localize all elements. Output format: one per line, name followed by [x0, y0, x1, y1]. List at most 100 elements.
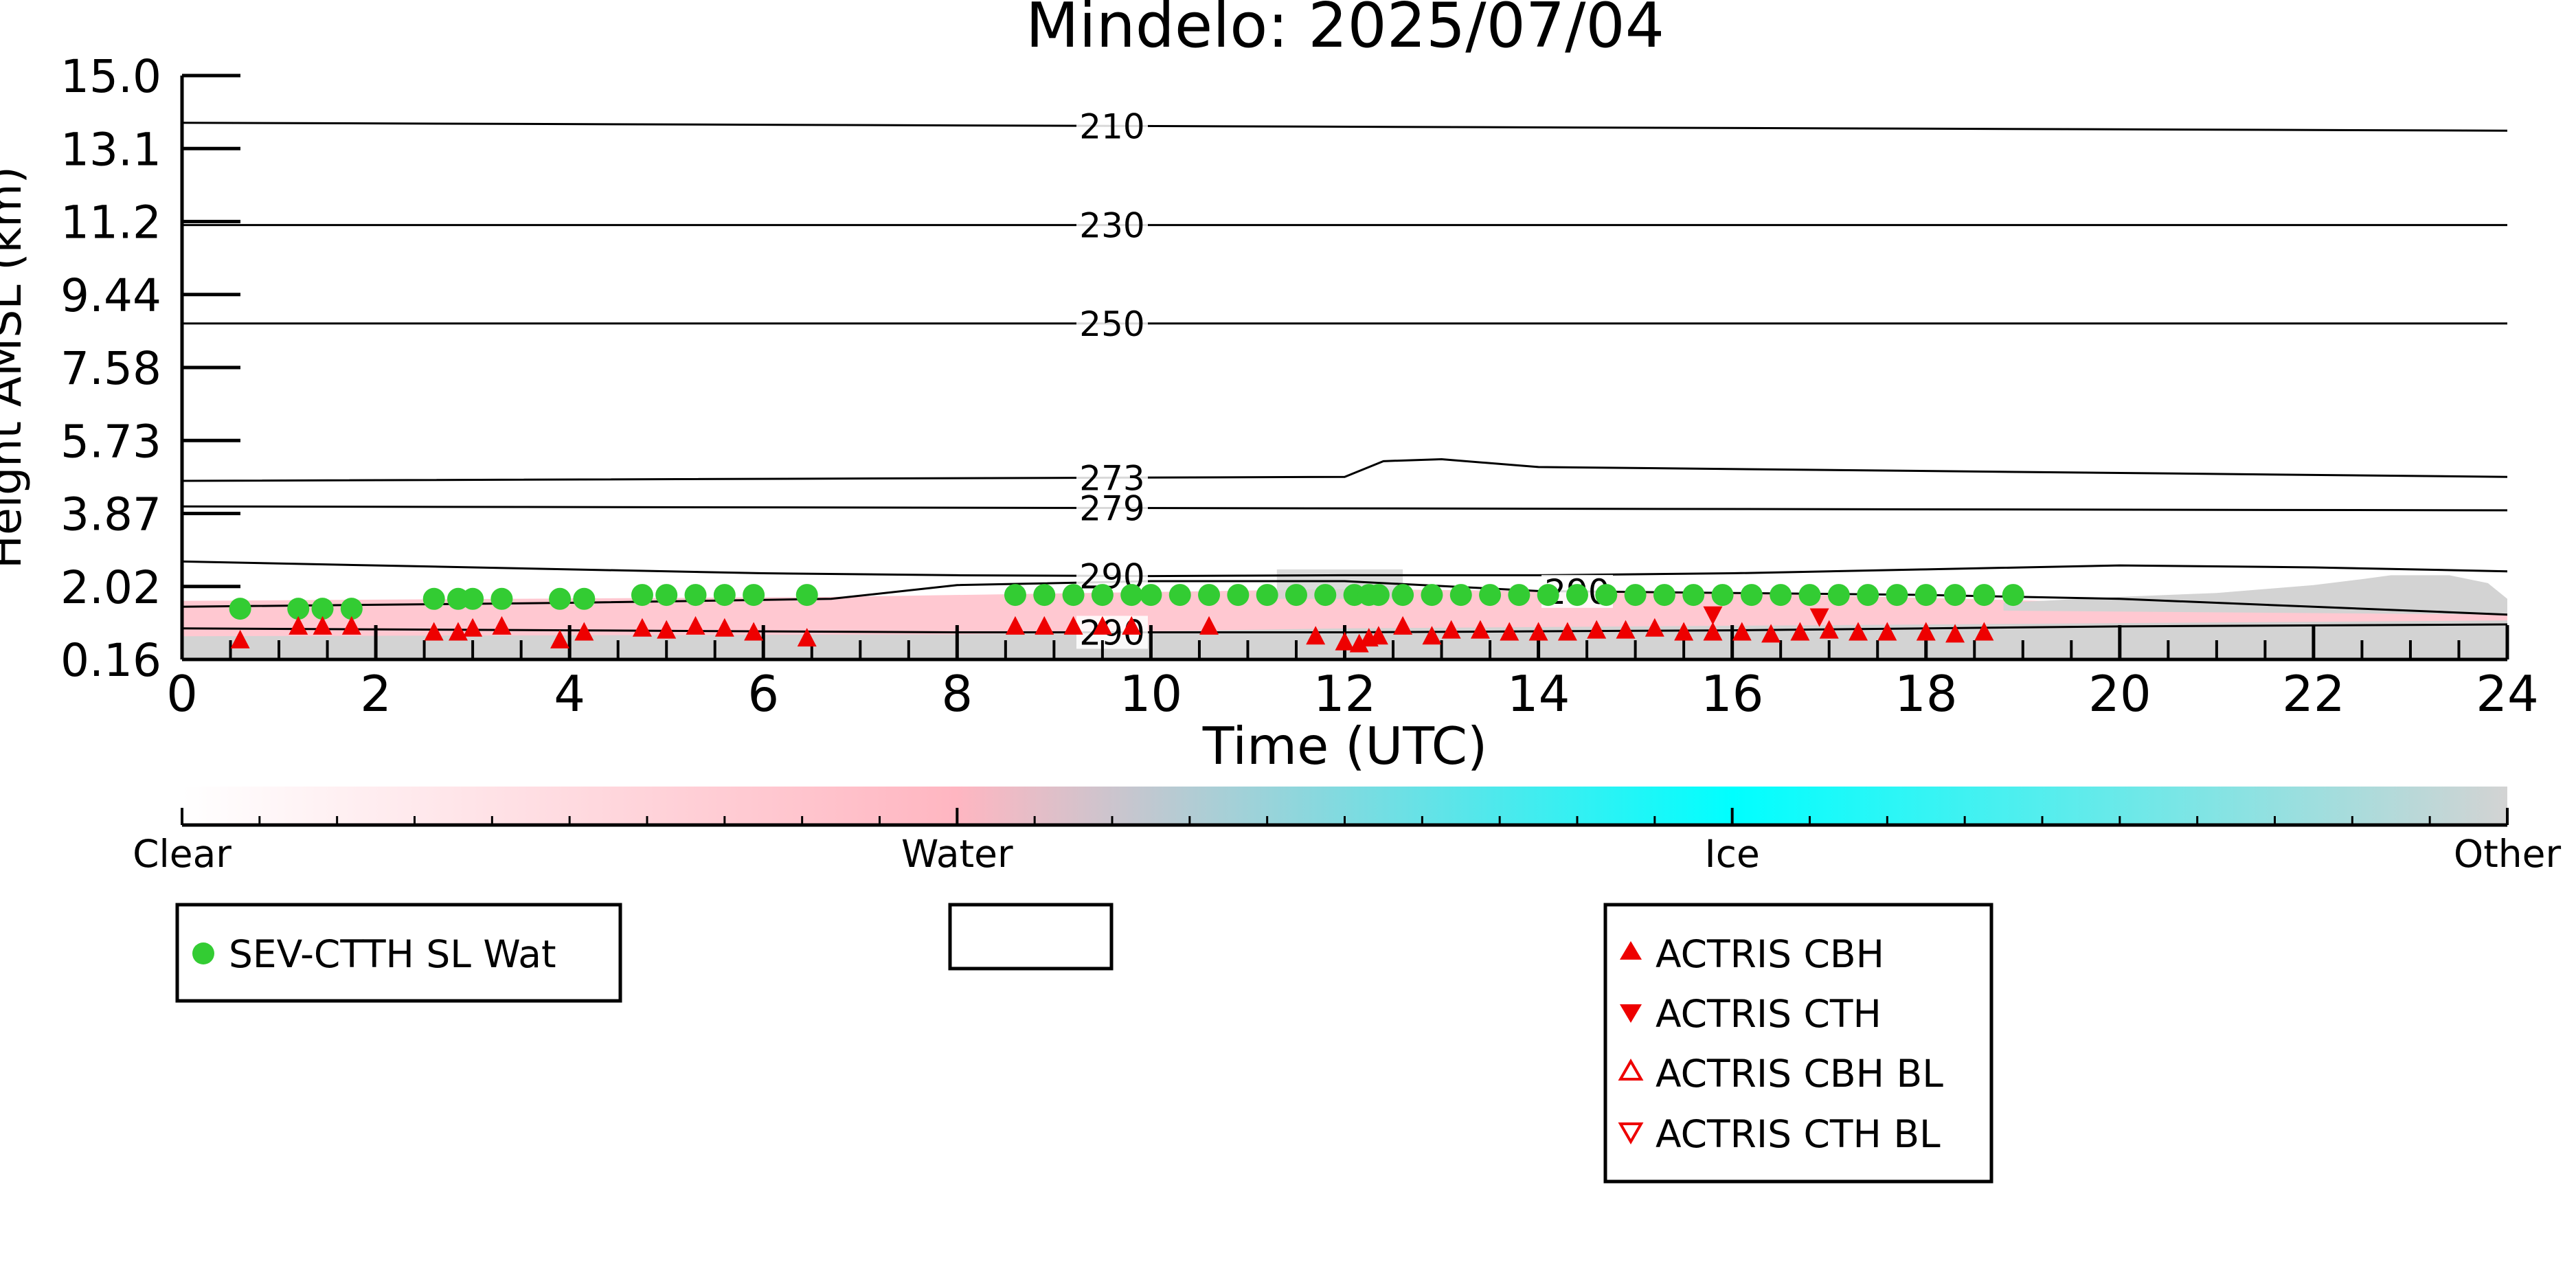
actris-cbh-point — [492, 615, 512, 635]
y-axis-ticks: 15.0 13.1 11.2 9.44 7.58 5.73 3.87 2.02 0.16 — [60, 50, 240, 687]
actris-cbh-point — [1393, 615, 1413, 635]
legend-actris-cth-bl-label: ACTRIS CTH BL — [1656, 1112, 1941, 1156]
actris-cbh-point — [1616, 620, 1636, 639]
actris-cbh-point — [1528, 622, 1548, 641]
actris-cbh-point — [313, 615, 332, 635]
actris-cbh-point — [686, 615, 705, 635]
sev-ctth-point — [1798, 584, 1821, 607]
actris-cbh-point — [1368, 626, 1388, 645]
sev-ctth-point — [1392, 584, 1414, 607]
contour-label: 210 — [1079, 106, 1144, 146]
actris-cth-point — [1703, 606, 1723, 625]
y-axis-label: Height AMSL (km) — [0, 166, 32, 569]
sev-ctth-point — [340, 598, 363, 620]
sev-ctth-point — [1740, 584, 1763, 607]
actris-cbh-point — [550, 629, 570, 648]
legend-actris: ACTRIS CBH ACTRIS CTH ACTRIS CBH BL ACTR… — [1603, 903, 1993, 1184]
y-tick-label: 2.02 — [60, 561, 161, 614]
colorbar-label: Other — [2454, 832, 2562, 876]
x-tick-label: 20 — [2088, 665, 2151, 723]
y-tick-label: 3.87 — [60, 488, 161, 541]
sev-ctth-point — [795, 584, 818, 607]
y-tick-label: 0.16 — [60, 634, 161, 687]
y-tick-label: 13.1 — [60, 123, 161, 176]
sev-ctth-point — [1449, 584, 1472, 607]
x-tick-label: 4 — [554, 665, 585, 723]
sev-ctth-point — [1091, 584, 1114, 607]
sev-ctth-point — [1198, 584, 1221, 607]
colorbar: Clear Water Ice Other — [133, 787, 2561, 876]
colorbar-ticks — [181, 808, 2509, 825]
x-tick-label: 24 — [2476, 665, 2539, 723]
legend-actris-cbh-marker — [1620, 941, 1642, 960]
sev-ctth-point — [1566, 584, 1588, 607]
actris-cbh-point — [657, 620, 677, 639]
sev-ctth-point — [1227, 584, 1250, 607]
contour-label-bg — [1076, 461, 1148, 495]
sev-ctth-point — [684, 584, 707, 607]
legend-sev-box — [175, 903, 622, 1003]
x-tick-label: 2 — [360, 665, 392, 723]
sev-ctth-point — [1770, 584, 1792, 607]
sev-ctth-point — [713, 584, 736, 607]
contour-label: 230 — [1079, 206, 1144, 246]
sev-ctth-point — [1827, 584, 1850, 607]
actris-cbh-point — [744, 622, 764, 641]
sev-ctth-point — [1033, 584, 1056, 607]
x-tick-label: 6 — [747, 665, 779, 723]
sev-ctth-point — [1421, 584, 1443, 607]
contour-label-bg — [1076, 109, 1148, 143]
sev-ctth-point — [287, 598, 310, 620]
sev-ctth-point — [1973, 584, 1996, 607]
actris-cbh-point — [1470, 620, 1490, 639]
sev-ctth-point — [573, 587, 596, 610]
contour-label: 250 — [1079, 304, 1144, 344]
sev-ctth-point — [229, 598, 251, 620]
actris-cbh-point — [289, 615, 308, 635]
actris-cbh-point — [1441, 620, 1461, 639]
sev-ctth-point — [1682, 584, 1705, 607]
x-tick-label: 12 — [1313, 665, 1377, 723]
actris-cbh-point — [448, 622, 468, 641]
colorbar-label: Water — [901, 832, 1013, 876]
actris-cbh-point — [1335, 631, 1355, 651]
actris-cbh-point — [1732, 622, 1752, 641]
contour-line-210 — [182, 122, 2507, 132]
actris-cbh-point — [632, 618, 652, 637]
contour-label-bg — [1076, 491, 1148, 525]
actris-cbh-point — [1974, 622, 1994, 641]
actris-cbh-point — [797, 628, 817, 647]
actris-cbh-point — [1500, 622, 1519, 641]
y-tick-label: 15.0 — [60, 50, 161, 103]
legend-sev-marker — [192, 942, 214, 964]
sev-ctth-point — [1256, 584, 1278, 607]
sev-ctth-point — [1857, 584, 1879, 607]
actris-cbh-point — [714, 618, 734, 637]
x-tick-label: 0 — [166, 665, 198, 723]
contour-labels: 210230250273279290290290 — [1076, 106, 1613, 653]
sev-ctth-point — [655, 584, 678, 607]
x-tick-label: 14 — [1507, 665, 1570, 723]
actris-cbh-point — [1005, 615, 1025, 635]
actris-cbh-point — [1122, 615, 1142, 635]
actris-cbh-point — [424, 622, 444, 641]
sev-ctth-point — [1120, 584, 1143, 607]
actris-cbh-point — [1557, 622, 1577, 641]
sev-ctth-point — [743, 584, 765, 607]
contour-line-279 — [182, 505, 2507, 512]
legend-actris-cbh-label: ACTRIS CBH — [1656, 932, 1884, 976]
sev-ctth-point — [490, 587, 513, 610]
actris-cbh-point — [1790, 622, 1810, 641]
x-tick-label: 10 — [1120, 665, 1183, 723]
actris-cbh-point — [1063, 615, 1083, 635]
actris-cbh-point — [1645, 618, 1664, 637]
actris-cth-point — [1809, 608, 1829, 627]
chart-title: Mindelo: 2025/07/04 — [1026, 0, 1664, 62]
sev-ctth-point — [1062, 584, 1085, 607]
sev-ctth-point — [1140, 584, 1162, 607]
y-tick-label: 5.73 — [60, 415, 161, 468]
sev-ctth-point — [1914, 584, 1937, 607]
actris-cbh-point — [1761, 624, 1781, 643]
x-axis-ticks: 0 2 4 6 8 10 12 14 16 18 20 22 24 — [166, 625, 2539, 723]
